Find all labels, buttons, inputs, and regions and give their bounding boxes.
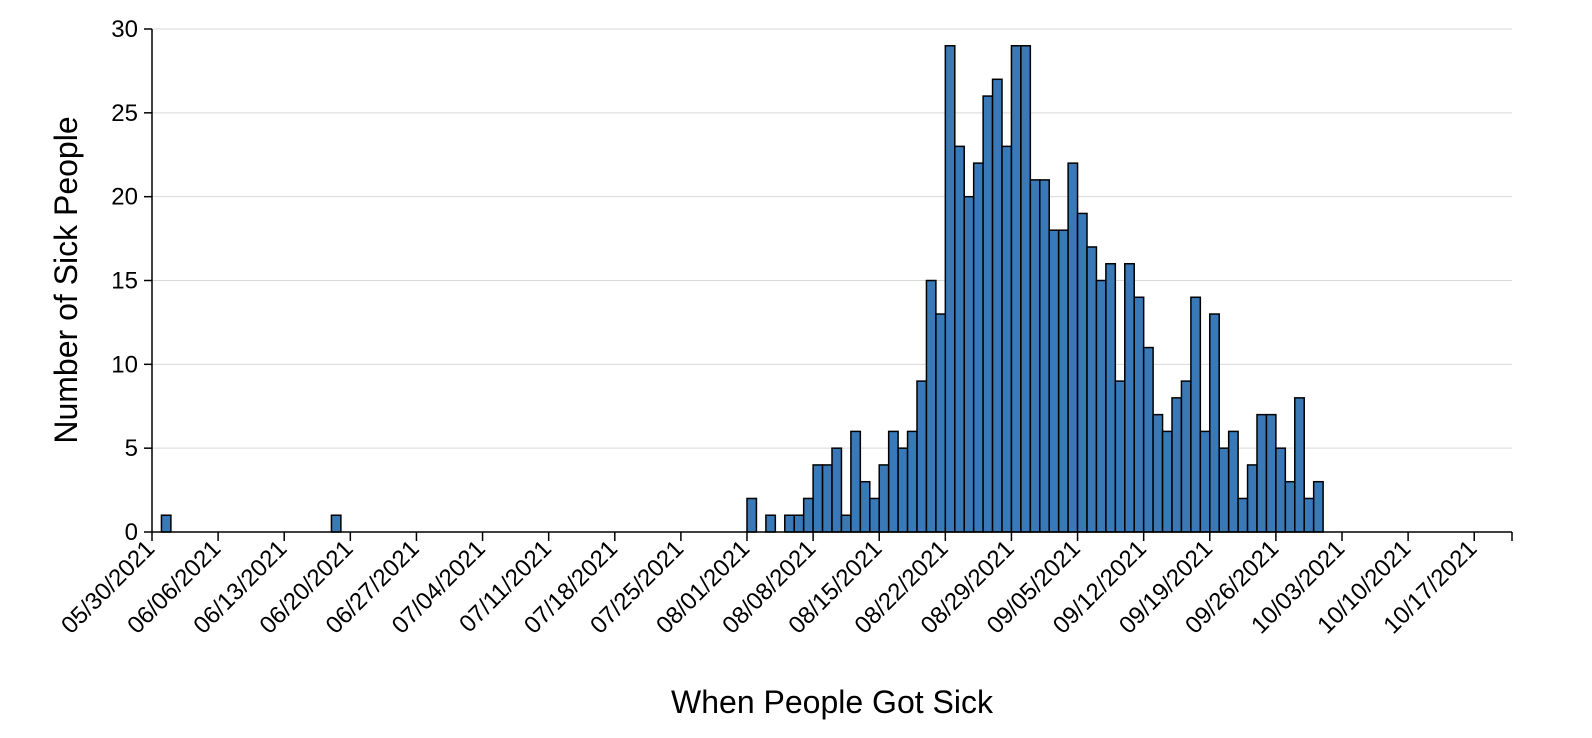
bar-08-22-2021: [944, 45, 956, 533]
bar-09-04-2021: [1067, 162, 1079, 533]
bar-09-01-2021: [1039, 179, 1050, 533]
bar-09-17-2021: [1190, 296, 1202, 533]
bar-09-08-2021: [1105, 262, 1117, 533]
bar-09-23-2021: [1246, 464, 1258, 533]
bar-08-01-2021: [746, 497, 758, 533]
bar-08-14-2021: [869, 497, 880, 533]
x-axis-title: When People Got Sick: [671, 684, 994, 720]
bar-09-07-2021: [1095, 279, 1107, 533]
bar-08-07-2021: [802, 497, 814, 533]
bar-08-23-2021: [954, 145, 965, 533]
bar-08-27-2021: [991, 78, 1003, 533]
bar-08-25-2021: [972, 162, 984, 533]
bar-09-27-2021: [1284, 480, 1296, 533]
bar-09-25-2021: [1265, 413, 1277, 533]
bar-08-03-2021: [765, 514, 777, 533]
x-axis-ticks: 05/30/202106/06/202106/13/202106/20/2021…: [56, 532, 1513, 639]
bar-09-05-2021: [1076, 212, 1088, 533]
bar-09-03-2021: [1057, 229, 1069, 533]
bar-09-15-2021: [1171, 397, 1183, 533]
bar-09-12-2021: [1142, 346, 1154, 533]
y-tick-label-25: 25: [111, 100, 138, 127]
bar-06-18-2021: [330, 514, 342, 533]
bar-08-24-2021: [963, 195, 975, 533]
y-tick-label-10: 10: [111, 351, 138, 378]
bar-09-24-2021: [1256, 413, 1268, 533]
bar-09-16-2021: [1180, 380, 1192, 533]
bar-09-18-2021: [1199, 430, 1211, 533]
bar-08-29-2021: [1010, 45, 1022, 533]
bar-09-26-2021: [1275, 447, 1287, 533]
y-tick-label-0: 0: [125, 519, 138, 546]
bar-08-13-2021: [859, 480, 871, 533]
bar-08-26-2021: [982, 95, 994, 533]
bar-09-10-2021: [1124, 262, 1135, 533]
bar-09-22-2021: [1237, 497, 1249, 533]
bar-09-06-2021: [1086, 246, 1098, 533]
bar-08-12-2021: [850, 430, 862, 533]
bar-09-14-2021: [1161, 430, 1173, 533]
bar-08-16-2021: [887, 430, 899, 533]
bar-08-05-2021: [784, 514, 795, 533]
bar-09-28-2021: [1294, 397, 1305, 533]
bar-09-29-2021: [1303, 497, 1315, 533]
bar-08-20-2021: [925, 279, 937, 533]
bar-08-18-2021: [906, 430, 918, 533]
y-axis-title: Number of Sick People: [48, 116, 84, 443]
bar-09-20-2021: [1218, 447, 1230, 533]
bar-09-11-2021: [1133, 296, 1145, 533]
bar-09-13-2021: [1152, 413, 1164, 533]
bar-08-28-2021: [1001, 145, 1013, 533]
bar-09-19-2021: [1209, 313, 1220, 533]
bar-05-31-2021: [160, 514, 172, 533]
y-axis-ticks: 0 5 10 15 20 25 30: [111, 16, 152, 546]
y-tick-label-5: 5: [125, 435, 138, 462]
bar-08-06-2021: [793, 514, 805, 533]
bar-08-30-2021: [1020, 45, 1032, 533]
bar-08-31-2021: [1029, 179, 1041, 533]
grid-lines: [152, 28, 1512, 449]
bar-08-17-2021: [897, 447, 909, 533]
bar-08-21-2021: [935, 313, 947, 533]
bar-08-09-2021: [821, 464, 833, 533]
bar-08-11-2021: [840, 514, 852, 533]
bar-08-10-2021: [831, 447, 843, 533]
bar-09-30-2021: [1312, 480, 1324, 533]
bar-08-08-2021: [812, 464, 824, 533]
bar-08-15-2021: [878, 464, 890, 533]
y-tick-label-20: 20: [111, 184, 138, 211]
bar-08-19-2021: [916, 380, 928, 533]
y-tick-label-15: 15: [111, 268, 138, 295]
y-tick-label-30: 30: [111, 16, 138, 43]
bar-09-21-2021: [1227, 430, 1239, 533]
bars: [160, 45, 1324, 533]
bar-09-02-2021: [1048, 229, 1060, 533]
bar-09-09-2021: [1114, 380, 1126, 533]
